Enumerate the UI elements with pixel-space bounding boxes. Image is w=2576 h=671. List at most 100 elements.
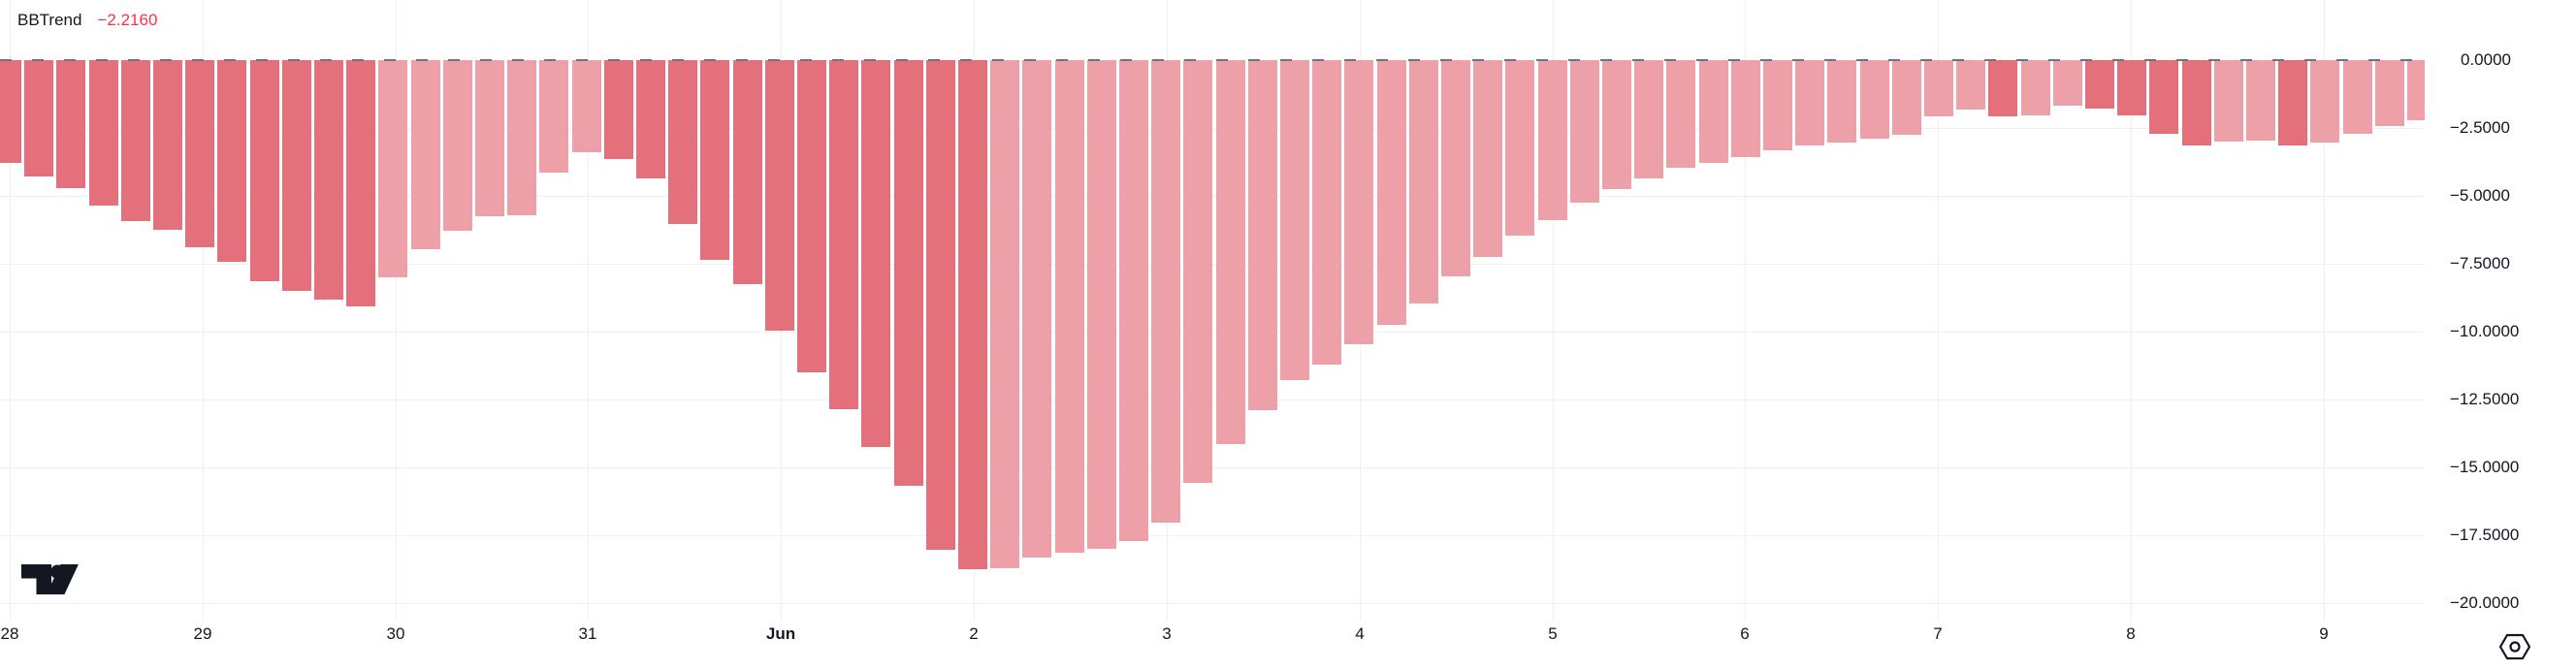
histogram-bar bbox=[2278, 60, 2308, 145]
histogram-bar bbox=[861, 60, 891, 447]
histogram-bar bbox=[571, 60, 601, 152]
indicator-title[interactable]: BBTrend bbox=[17, 11, 82, 29]
histogram-bar bbox=[764, 60, 794, 331]
histogram-bar bbox=[249, 60, 279, 281]
h-gridline bbox=[0, 535, 2425, 536]
histogram-bar bbox=[1086, 60, 1116, 549]
price-axis-label: −5.0000 bbox=[2450, 186, 2510, 205]
histogram-bar bbox=[1312, 60, 1342, 365]
v-gridline bbox=[2324, 0, 2325, 621]
histogram-bar bbox=[346, 60, 376, 306]
histogram-bar bbox=[700, 60, 730, 261]
histogram-bar bbox=[990, 60, 1020, 568]
price-axis-label: −20.0000 bbox=[2450, 593, 2520, 612]
histogram-bar bbox=[1730, 60, 1760, 157]
histogram-bar bbox=[442, 60, 472, 232]
price-axis[interactable]: 0.0000 −2.5000 −5.0000 −7.5000 −10.0000 −12.5… bbox=[2425, 0, 2576, 671]
histogram-bar bbox=[153, 60, 182, 231]
histogram-bar bbox=[475, 60, 504, 216]
histogram-bar bbox=[2085, 60, 2114, 109]
histogram-bar bbox=[1441, 60, 1470, 276]
chart-plot-area[interactable] bbox=[0, 0, 2425, 671]
histogram-bar bbox=[1247, 60, 1277, 410]
histogram-bar bbox=[1924, 60, 1953, 116]
histogram-bar bbox=[2052, 60, 2082, 106]
histogram-bar bbox=[410, 60, 440, 249]
histogram-bar bbox=[636, 60, 665, 179]
v-gridline bbox=[1745, 0, 1746, 621]
histogram-bar bbox=[314, 60, 343, 300]
histogram-bar bbox=[1602, 60, 1631, 189]
histogram-bar bbox=[797, 60, 826, 372]
time-axis-label: 3 bbox=[1162, 624, 1172, 643]
histogram-bar bbox=[2213, 60, 2243, 142]
histogram-bar bbox=[2374, 60, 2404, 126]
histogram-bar bbox=[1505, 60, 1535, 237]
v-gridline bbox=[2131, 0, 2132, 621]
histogram-bar bbox=[217, 60, 247, 263]
tradingview-logo[interactable] bbox=[21, 564, 81, 594]
histogram-bar bbox=[2407, 60, 2425, 120]
indicator-legend: BBTrend −2.2160 bbox=[17, 10, 157, 31]
histogram-bar bbox=[1022, 60, 1052, 558]
histogram-bar bbox=[1698, 60, 1728, 163]
time-axis-label: 8 bbox=[2126, 624, 2136, 643]
histogram-bar bbox=[378, 60, 408, 277]
histogram-bar bbox=[925, 60, 955, 551]
price-axis-label: −10.0000 bbox=[2450, 322, 2520, 340]
histogram-bar bbox=[668, 60, 698, 225]
histogram-bar bbox=[893, 60, 923, 486]
h-gridline bbox=[0, 603, 2425, 604]
histogram-bar bbox=[1376, 60, 1406, 325]
time-axis-label: 7 bbox=[1933, 624, 1943, 643]
histogram-bar bbox=[958, 60, 987, 569]
histogram-bar bbox=[1634, 60, 1664, 179]
v-gridline bbox=[10, 0, 11, 621]
time-axis-label: 2 bbox=[969, 624, 979, 643]
price-axis-label: −2.5000 bbox=[2450, 118, 2510, 137]
v-gridline bbox=[203, 0, 204, 621]
histogram-bar bbox=[1537, 60, 1567, 220]
histogram-bar bbox=[1408, 60, 1438, 304]
histogram-bar bbox=[0, 60, 21, 164]
histogram-bar bbox=[120, 60, 150, 221]
histogram-bar bbox=[1183, 60, 1213, 484]
hexagon-settings-icon bbox=[2498, 633, 2531, 660]
v-gridline bbox=[1553, 0, 1554, 621]
histogram-bar bbox=[1956, 60, 1986, 110]
time-axis-label: 5 bbox=[1548, 624, 1558, 643]
histogram-bar bbox=[2310, 60, 2340, 144]
time-axis[interactable]: 28 29 30 31 Jun 2 3 4 5 6 7 8 9 bbox=[0, 611, 2576, 671]
histogram-bar bbox=[2149, 60, 2179, 134]
v-gridline bbox=[396, 0, 397, 621]
price-axis-label: −17.5000 bbox=[2450, 526, 2520, 544]
histogram-bar bbox=[1859, 60, 1889, 140]
histogram-bar bbox=[1827, 60, 1857, 144]
histogram-bar bbox=[1151, 60, 1181, 524]
histogram-bar bbox=[732, 60, 762, 284]
histogram-bar bbox=[1054, 60, 1084, 553]
histogram-bar bbox=[829, 60, 859, 409]
time-axis-label: 29 bbox=[193, 624, 212, 643]
histogram-bar bbox=[2246, 60, 2275, 141]
histogram-bar bbox=[2181, 60, 2211, 145]
price-axis-label: −7.5000 bbox=[2450, 254, 2510, 272]
histogram-bar bbox=[539, 60, 569, 173]
time-axis-label: 4 bbox=[1355, 624, 1365, 643]
time-axis-label: 31 bbox=[578, 624, 597, 643]
zero-line bbox=[0, 59, 2425, 61]
histogram-bar bbox=[1119, 60, 1148, 542]
histogram-bar bbox=[56, 60, 86, 188]
histogram-bar bbox=[1891, 60, 1921, 136]
time-axis-label: 30 bbox=[386, 624, 405, 643]
histogram-bar bbox=[603, 60, 633, 159]
v-gridline bbox=[588, 0, 589, 621]
time-axis-label: Jun bbox=[765, 624, 796, 643]
histogram-bar bbox=[1988, 60, 2018, 116]
histogram-bar bbox=[1666, 60, 1696, 169]
time-axis-label: 28 bbox=[0, 624, 19, 643]
scale-settings-button[interactable] bbox=[2498, 632, 2531, 661]
histogram-bar bbox=[1795, 60, 1825, 145]
histogram-bar bbox=[1473, 60, 1503, 257]
